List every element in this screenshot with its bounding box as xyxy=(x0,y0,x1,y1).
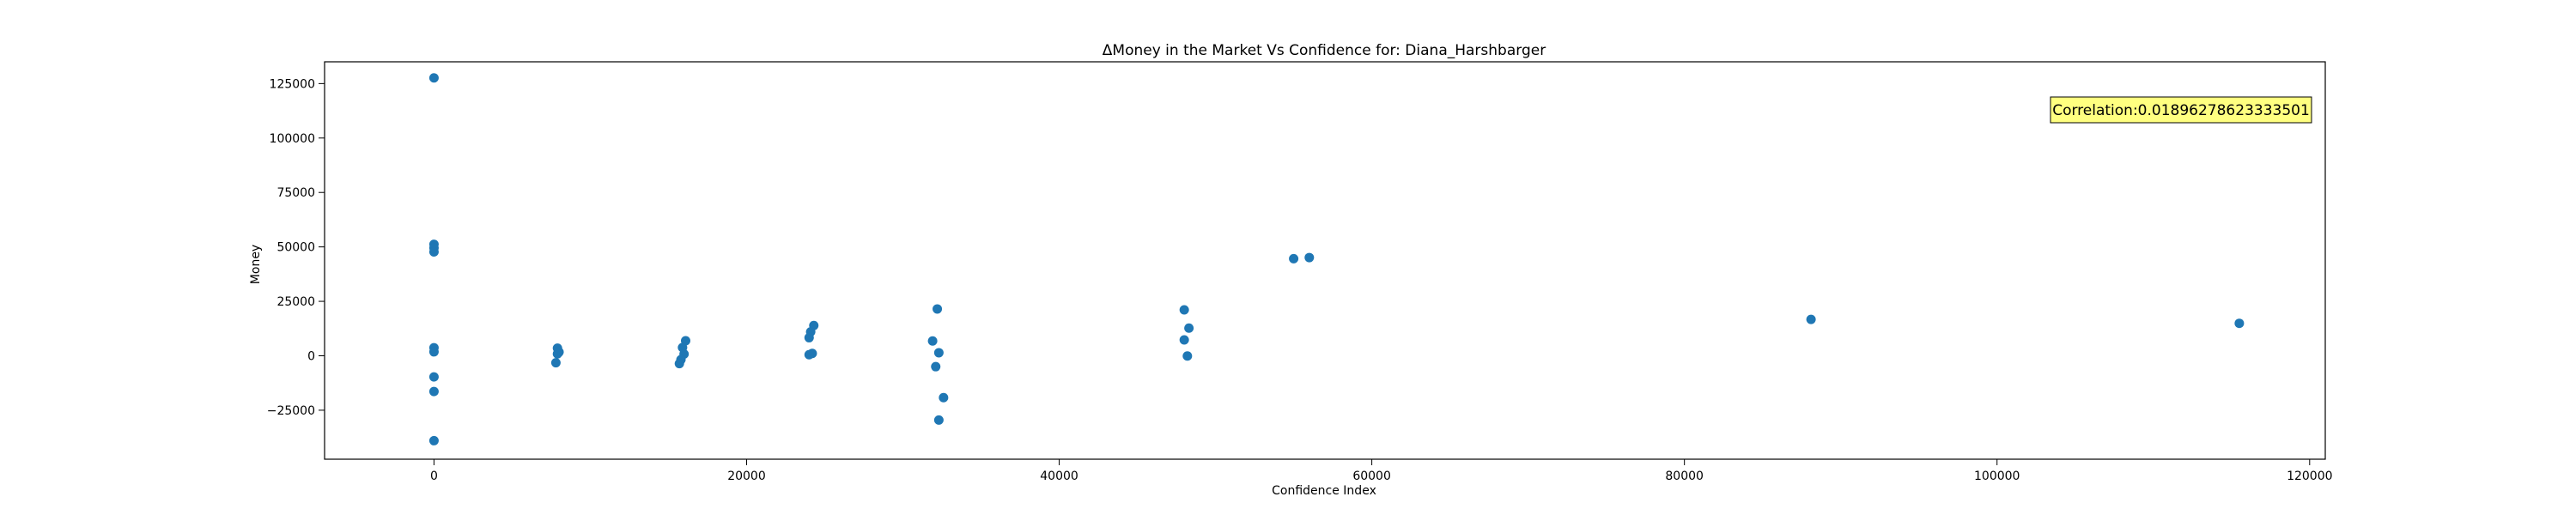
data-point xyxy=(674,359,684,369)
data-point xyxy=(428,372,439,382)
plot-area xyxy=(324,61,2326,460)
y-tick-label: 25000 xyxy=(276,295,315,309)
y-tick-label: 125000 xyxy=(270,77,315,91)
correlation-annotation: Correlation:0.01896278623333501 xyxy=(2050,96,2312,124)
data-point xyxy=(933,304,943,314)
data-point xyxy=(428,386,439,397)
x-axis-label: Confidence Index xyxy=(1272,484,1376,498)
y-tick-label: 0 xyxy=(307,349,315,363)
data-point xyxy=(428,73,439,83)
data-point xyxy=(1289,253,1299,264)
data-point xyxy=(933,348,944,358)
plot-frame xyxy=(324,61,2326,460)
correlation-annotation-box xyxy=(2050,96,2312,124)
chart-title: ΔMoney in the Market Vs Confidence for: … xyxy=(1103,42,1546,59)
x-tick-label: 0 xyxy=(430,470,438,483)
x-axis-ticks: 0 20000 40000 60000 80000 100000 120000 xyxy=(430,459,2333,483)
data-point xyxy=(804,332,814,342)
y-axis-ticks: −25000 0 25000 50000 75000 100000 125000 xyxy=(267,77,325,418)
data-point xyxy=(1179,305,1189,315)
data-point xyxy=(1184,323,1194,333)
x-tick-label: 80000 xyxy=(1665,470,1704,483)
y-tick-label: 50000 xyxy=(276,241,315,255)
y-tick-label: −25000 xyxy=(267,404,315,418)
data-point xyxy=(927,336,938,346)
data-point xyxy=(550,358,561,368)
y-tick-label: 100000 xyxy=(270,132,315,146)
x-tick-label: 120000 xyxy=(2287,470,2332,483)
data-point xyxy=(933,415,944,425)
data-point xyxy=(552,348,562,359)
data-point xyxy=(1182,351,1193,361)
x-tick-label: 100000 xyxy=(1974,470,2020,483)
data-point xyxy=(939,392,949,403)
correlation-annotation-text: Correlation:0.01896278623333501 xyxy=(2052,102,2310,119)
y-tick-label: 75000 xyxy=(276,186,315,200)
x-tick-label: 60000 xyxy=(1352,470,1391,483)
data-point xyxy=(1806,314,1816,324)
data-point xyxy=(428,246,439,257)
x-tick-label: 40000 xyxy=(1040,470,1078,483)
data-point xyxy=(428,435,439,445)
x-tick-label: 20000 xyxy=(727,470,766,483)
data-point xyxy=(931,361,941,372)
data-points xyxy=(428,73,2245,445)
data-point xyxy=(428,347,439,357)
data-point xyxy=(1304,252,1315,263)
data-point xyxy=(2234,318,2245,329)
y-axis-label: Money xyxy=(249,245,263,284)
data-point xyxy=(804,349,814,360)
data-point xyxy=(1179,335,1189,345)
